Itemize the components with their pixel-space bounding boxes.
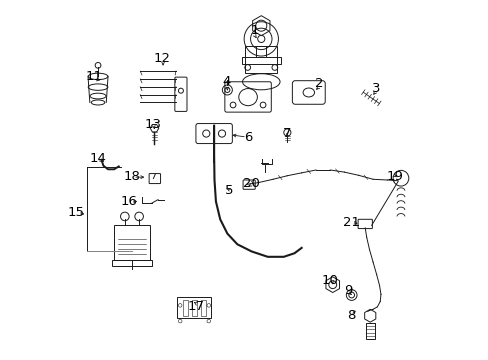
Text: 16: 16 — [121, 195, 138, 208]
Text: 3: 3 — [372, 82, 380, 95]
Text: 2: 2 — [315, 77, 323, 90]
Bar — [177, 297, 211, 318]
Bar — [244, 46, 277, 73]
Bar — [183, 300, 188, 316]
Bar — [112, 260, 151, 266]
Text: 12: 12 — [154, 52, 170, 65]
Text: 17: 17 — [187, 300, 204, 313]
Bar — [200, 300, 206, 316]
Text: 13: 13 — [144, 118, 161, 131]
Text: 8: 8 — [347, 309, 355, 322]
Text: 5: 5 — [225, 184, 233, 197]
Bar — [114, 225, 149, 260]
Text: 11: 11 — [85, 70, 102, 83]
Text: 21: 21 — [343, 216, 360, 229]
Text: 18: 18 — [123, 170, 140, 183]
Text: 15: 15 — [67, 206, 84, 219]
Text: 6: 6 — [244, 131, 252, 144]
Text: 19: 19 — [386, 170, 402, 183]
Bar — [365, 323, 374, 339]
Text: 10: 10 — [321, 274, 338, 287]
Text: 9: 9 — [343, 284, 351, 297]
Text: 4: 4 — [222, 75, 230, 88]
Bar — [241, 58, 281, 64]
Text: 20: 20 — [243, 177, 260, 190]
Text: 7: 7 — [283, 127, 291, 140]
Text: 14: 14 — [89, 152, 106, 165]
Text: 1: 1 — [250, 24, 259, 37]
Bar — [191, 300, 197, 316]
